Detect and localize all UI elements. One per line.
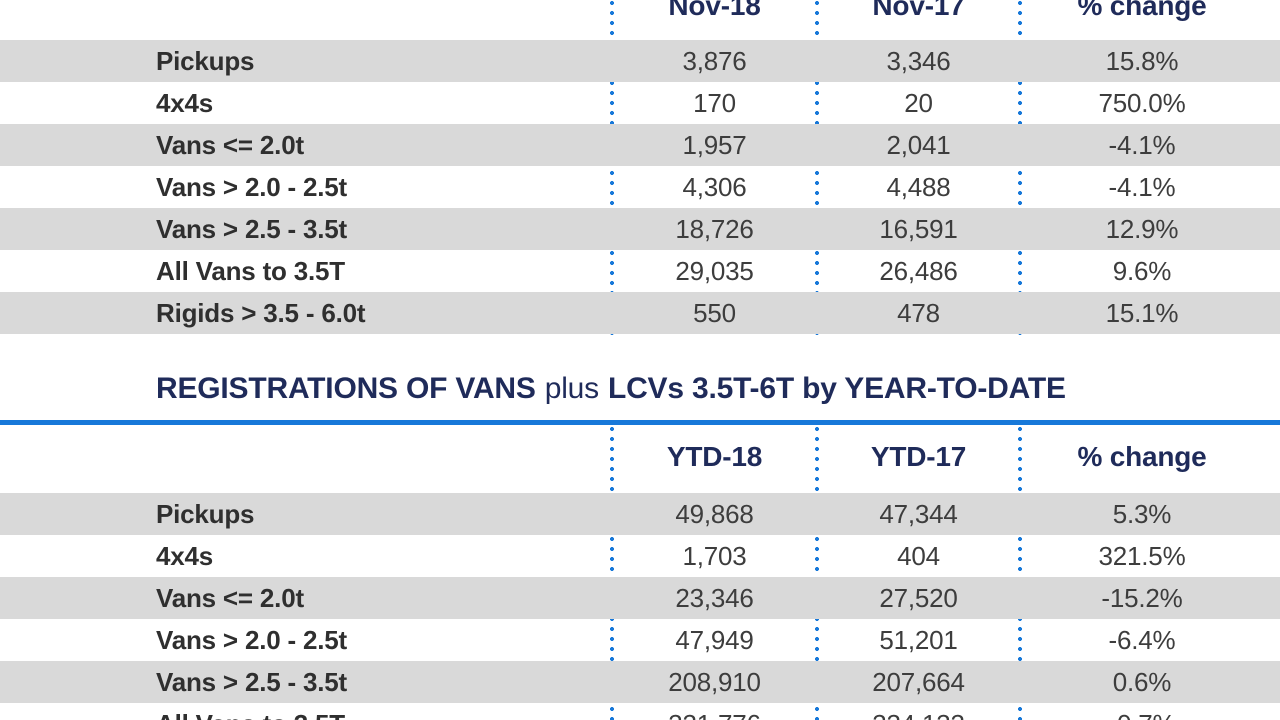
value-change: -15.2% <box>1101 582 1183 613</box>
value-change: 5.3% <box>1112 498 1172 529</box>
section-divider-rule <box>0 420 1280 425</box>
section-title-bold-1: REGISTRATIONS OF VANS <box>156 372 536 405</box>
value-previous: 20 <box>904 87 933 118</box>
value-previous: 2,041 <box>886 129 951 160</box>
value-previous: 4,488 <box>886 171 951 202</box>
row-label: Pickups <box>156 45 255 76</box>
table-row: Vans > 2.0 - 2.5t 47,949 51,201 -6.4% <box>0 619 1280 661</box>
row-label: Vans <= 2.0t <box>156 129 304 160</box>
row-label: Rigids > 3.5 - 6.0t <box>156 297 366 328</box>
table2-header-row: YTD-18 YTD-17 % change <box>612 437 1264 477</box>
value-change: -6.4% <box>1108 624 1176 655</box>
value-previous: 207,664 <box>872 666 965 697</box>
value-current: 550 <box>693 297 736 328</box>
table2-col-header-ytd17: YTD-17 <box>870 441 967 472</box>
table2-column-divider-3 <box>1018 426 1022 720</box>
section-title-light: plus <box>544 372 599 405</box>
row-label: Vans > 2.5 - 3.5t <box>156 666 347 697</box>
value-previous: 47,344 <box>879 498 958 529</box>
value-current: 170 <box>693 87 736 118</box>
value-change: -4.1% <box>1108 171 1176 202</box>
value-current: 331,776 <box>612 709 817 720</box>
row-label: Vans > 2.0 - 2.5t <box>156 624 347 655</box>
value-change: 15.1% <box>1105 297 1179 328</box>
row-label: Pickups <box>156 498 255 529</box>
row-label: Vans <= 2.0t <box>156 582 304 613</box>
row-label: 4x4s <box>156 87 214 118</box>
table2-column-divider-2 <box>815 426 819 720</box>
table-row: Vans > 2.0 - 2.5t 4,306 4,488 -4.1% <box>0 166 1280 208</box>
row-label: Vans > 2.5 - 3.5t <box>156 213 347 244</box>
value-change: 12.9% <box>1105 213 1179 244</box>
table1-col-header-nov17: Nov-17 <box>872 0 965 21</box>
value-current: 4,306 <box>682 171 747 202</box>
value-previous: 3,346 <box>886 45 951 76</box>
value-change: 9.6% <box>1112 255 1172 286</box>
table1-body: Pickups 3,876 3,346 15.8% 4x4s 170 20 75… <box>0 40 1280 334</box>
value-change: 750.0% <box>1098 87 1186 118</box>
value-current: 208,910 <box>668 666 761 697</box>
value-previous: 478 <box>897 297 940 328</box>
table-row: Vans > 2.5 - 3.5t 208,910 207,664 0.6% <box>0 661 1280 703</box>
value-previous: 51,201 <box>879 624 958 655</box>
row-label: 4x4s <box>156 540 214 571</box>
section-title-bold-2: LCVs 3.5T-6T by YEAR-TO-DATE <box>607 372 1066 405</box>
table1-column-divider-2 <box>815 0 819 341</box>
table-row: All Vans to 3.5T 331,776 334,133 -0.7% <box>0 703 1280 720</box>
value-change: 321.5% <box>1098 540 1186 571</box>
table1-col-header-nov18: Nov-18 <box>668 0 761 21</box>
table1-column-divider-3 <box>1018 0 1022 341</box>
table-row: Rigids > 3.5 - 6.0t 550 478 15.1% <box>0 292 1280 334</box>
value-current: 49,868 <box>675 498 754 529</box>
table-row: 4x4s 170 20 750.0% <box>0 82 1280 124</box>
value-previous: 27,520 <box>879 582 958 613</box>
value-change: -4.1% <box>1108 129 1176 160</box>
table1-column-divider-1 <box>610 0 614 341</box>
value-current: 3,876 <box>682 45 747 76</box>
table-row: 4x4s 1,703 404 321.5% <box>0 535 1280 577</box>
value-change: 15.8% <box>1105 45 1179 76</box>
table1-col-header-change: % change <box>1077 0 1207 21</box>
value-current: 23,346 <box>675 582 754 613</box>
value-change: 0.6% <box>1112 666 1172 697</box>
table-row: All Vans to 3.5T 29,035 26,486 9.6% <box>0 250 1280 292</box>
table-row: Pickups 49,868 47,344 5.3% <box>0 493 1280 535</box>
row-label: All Vans to 3.5T <box>0 709 612 720</box>
row-label: Vans > 2.0 - 2.5t <box>156 171 347 202</box>
table2-column-divider-1 <box>610 426 614 720</box>
value-change: -0.7% <box>1020 709 1264 720</box>
table2-col-header-change: % change <box>1077 441 1207 472</box>
value-previous: 26,486 <box>879 255 958 286</box>
value-current: 18,726 <box>675 213 754 244</box>
row-label: All Vans to 3.5T <box>156 255 345 286</box>
value-previous: 16,591 <box>879 213 958 244</box>
value-current: 47,949 <box>675 624 754 655</box>
section-title: REGISTRATIONS OF VANS plus LCVs 3.5T-6T … <box>156 370 1066 408</box>
table2-body: Pickups 49,868 47,344 5.3% 4x4s 1,703 40… <box>0 493 1280 720</box>
value-previous: 404 <box>897 540 940 571</box>
table-row: Vans <= 2.0t 23,346 27,520 -15.2% <box>0 577 1280 619</box>
value-current: 1,703 <box>682 540 747 571</box>
value-current: 29,035 <box>675 255 754 286</box>
table-row: Pickups 3,876 3,346 15.8% <box>0 40 1280 82</box>
table-row: Vans <= 2.0t 1,957 2,041 -4.1% <box>0 124 1280 166</box>
table1-header-row: Nov-18 Nov-17 % change <box>612 0 1264 26</box>
table-row: Vans > 2.5 - 3.5t 18,726 16,591 12.9% <box>0 208 1280 250</box>
table2-col-header-ytd18: YTD-18 <box>666 441 763 472</box>
value-current: 1,957 <box>682 129 747 160</box>
value-previous: 334,133 <box>817 709 1020 720</box>
